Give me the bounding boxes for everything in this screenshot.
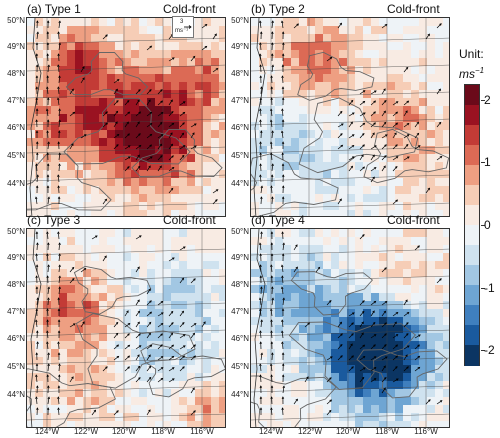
lat-label-45n-bot: 45°N bbox=[7, 362, 25, 371]
lat-label-50n-bot: 50°N bbox=[7, 227, 25, 236]
lat-label-46n-bot: 46°N bbox=[7, 334, 25, 343]
colorbar-swatch bbox=[465, 345, 479, 366]
colorbar-label-2: 2 bbox=[484, 93, 491, 107]
lat-label-48n-top: 48°N bbox=[7, 69, 25, 78]
colorbar-tick-m2 bbox=[481, 350, 485, 351]
colorbar-label-0: 0 bbox=[484, 218, 491, 232]
lat-label-46n-top-right: 46°N bbox=[231, 123, 249, 132]
lat-label-48n-bot: 48°N bbox=[7, 280, 25, 289]
panel-b-title: (b) Type 2 bbox=[251, 2, 305, 16]
map-panel-a bbox=[26, 17, 226, 217]
colorbar-title: Unit: bbox=[459, 47, 484, 61]
map-panel-b bbox=[250, 17, 450, 217]
lat-label-45n-bot-right: 45°N bbox=[231, 362, 249, 371]
colorbar-label-m2: -2 bbox=[484, 343, 495, 357]
lon-label-116w-left: 116°W bbox=[190, 427, 214, 436]
lon-label-116w-right: 116°W bbox=[414, 427, 438, 436]
lat-label-47n-bot-right: 47°N bbox=[231, 307, 249, 316]
colorbar-swatch bbox=[465, 165, 479, 186]
map-panel-c bbox=[26, 228, 226, 428]
colorbar-tick-0 bbox=[481, 225, 485, 226]
colorbar-swatch bbox=[465, 205, 479, 226]
lat-label-47n-top-right: 47°N bbox=[231, 96, 249, 105]
map-field-a bbox=[27, 18, 225, 216]
colorbar-tick-1 bbox=[481, 162, 485, 163]
lat-label-50n-top: 50°N bbox=[7, 16, 25, 25]
panel-a-title: (a) Type 1 bbox=[27, 2, 81, 16]
reference-vector-unit: ms⁻¹ bbox=[175, 28, 189, 34]
colorbar-swatch bbox=[465, 185, 479, 206]
lat-label-47n-bot: 47°N bbox=[7, 307, 25, 316]
colorbar-swatch bbox=[465, 125, 479, 146]
lat-label-47n-top: 47°N bbox=[7, 96, 25, 105]
reference-arrow-icon bbox=[184, 25, 192, 29]
lat-label-48n-bot-right: 48°N bbox=[231, 280, 249, 289]
lon-label-120w-left: 120°W bbox=[111, 427, 137, 436]
colorbar-swatch bbox=[465, 305, 479, 326]
lat-label-48n-top-right: 48°N bbox=[231, 69, 249, 78]
map-field-b bbox=[251, 18, 449, 216]
colorbar-tick-2 bbox=[481, 100, 485, 101]
map-field-d bbox=[251, 229, 449, 427]
lat-label-44n-bot-right: 44°N bbox=[231, 390, 249, 399]
colorbar-swatch bbox=[465, 265, 479, 286]
lon-label-122w-right: 122°W bbox=[297, 427, 323, 436]
lat-label-49n-top-right: 49°N bbox=[231, 42, 249, 51]
colorbar-swatch bbox=[465, 105, 479, 126]
lat-label-49n-bot-right: 49°N bbox=[231, 253, 249, 262]
lon-label-124w-right: 124°W bbox=[258, 427, 284, 436]
lat-label-49n-bot: 49°N bbox=[7, 253, 25, 262]
reference-vector-value: 3 bbox=[180, 19, 184, 25]
lon-label-124w-left: 124°W bbox=[34, 427, 60, 436]
colorbar-swatch bbox=[465, 325, 479, 346]
reference-vector-box: 3 ms⁻¹ bbox=[172, 16, 194, 38]
lat-label-50n-top-right: 50°N bbox=[231, 16, 249, 25]
lat-label-46n-top: 46°N bbox=[7, 123, 25, 132]
panel-a-case: Cold-front bbox=[163, 2, 216, 16]
lat-label-45n-top: 45°N bbox=[7, 151, 25, 160]
panel-d-title: (d) Type 4 bbox=[251, 213, 305, 227]
colorbar-label-1: 1 bbox=[484, 155, 491, 169]
lat-label-44n-bot: 44°N bbox=[7, 390, 25, 399]
colorbar-label-m1: -1 bbox=[484, 281, 495, 295]
panel-c-case: Cold-front bbox=[163, 213, 216, 227]
colorbar-tick-m1 bbox=[481, 288, 485, 289]
lon-label-118w-left: 118°W bbox=[151, 427, 175, 436]
panel-b-case: Cold-front bbox=[387, 2, 440, 16]
colorbar-swatch bbox=[465, 85, 479, 106]
lat-label-45n-top-right: 45°N bbox=[231, 151, 249, 160]
lon-label-118w-right: 118°W bbox=[375, 427, 399, 436]
lon-label-120w-right: 120°W bbox=[335, 427, 361, 436]
colorbar-swatch bbox=[465, 145, 479, 166]
colorbar bbox=[464, 84, 480, 366]
lat-label-46n-bot-right: 46°N bbox=[231, 334, 249, 343]
lon-label-122w-left: 122°W bbox=[73, 427, 99, 436]
lat-label-44n-top: 44°N bbox=[7, 179, 25, 188]
colorbar-swatch bbox=[465, 285, 479, 306]
panel-d-case: Cold-front bbox=[387, 213, 440, 227]
colorbar-unit: ms−1 bbox=[459, 66, 485, 81]
map-field-c bbox=[27, 229, 225, 427]
lat-label-50n-bot-right: 50°N bbox=[231, 227, 249, 236]
colorbar-swatch bbox=[465, 245, 479, 266]
lat-label-44n-top-right: 44°N bbox=[231, 179, 249, 188]
map-panel-d bbox=[250, 228, 450, 428]
panel-c-title: (c) Type 3 bbox=[27, 213, 81, 227]
lat-label-49n-top: 49°N bbox=[7, 42, 25, 51]
colorbar-swatch bbox=[465, 225, 479, 246]
